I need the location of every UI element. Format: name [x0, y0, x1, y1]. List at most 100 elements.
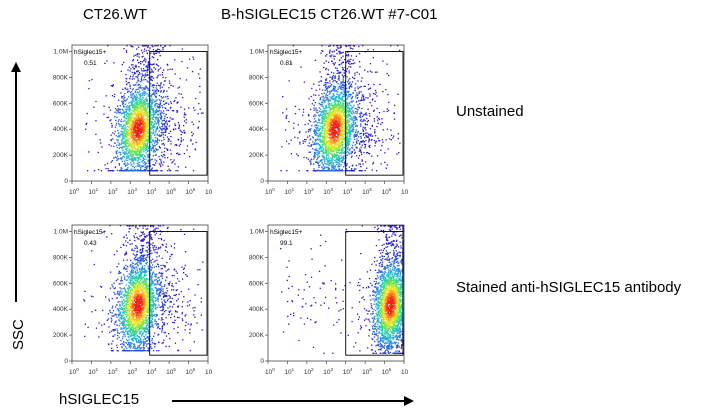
event-point	[133, 68, 135, 70]
event-point	[114, 111, 116, 113]
event-point	[119, 134, 122, 136]
event-point	[139, 60, 142, 63]
event-point	[155, 95, 157, 97]
event-point	[328, 106, 330, 108]
event-point	[389, 138, 391, 140]
event-point	[156, 64, 159, 66]
event-point	[377, 122, 379, 125]
event-point	[129, 109, 131, 111]
event-point	[161, 170, 163, 172]
event-point	[354, 131, 357, 134]
event-point	[131, 143, 133, 145]
event-point	[333, 55, 335, 57]
event-point	[138, 125, 141, 127]
event-point	[366, 151, 369, 154]
event-point	[132, 149, 134, 152]
event-point	[314, 101, 317, 104]
event-point	[334, 100, 337, 102]
event-point	[352, 62, 354, 65]
event-point	[355, 96, 357, 98]
event-point	[123, 120, 125, 123]
event-point	[166, 90, 168, 92]
event-point	[126, 51, 128, 53]
event-point	[380, 149, 382, 151]
event-point	[138, 150, 141, 152]
event-point	[331, 165, 333, 167]
event-point	[158, 110, 160, 113]
event-point	[132, 169, 134, 172]
event-point	[146, 114, 149, 116]
event-point	[144, 104, 146, 106]
event-point	[136, 113, 138, 115]
event-point	[139, 100, 142, 102]
event-point	[136, 132, 138, 134]
event-point	[147, 105, 149, 108]
event-point	[361, 115, 364, 118]
event-point	[320, 146, 322, 149]
event-point	[326, 160, 328, 162]
event-point	[136, 112, 139, 114]
event-point	[122, 143, 124, 145]
event-point	[143, 158, 146, 160]
event-point	[332, 162, 334, 164]
event-point	[137, 46, 140, 48]
event-point	[131, 97, 133, 100]
event-point	[340, 116, 342, 118]
event-point	[323, 84, 325, 86]
event-point	[315, 149, 317, 152]
event-point	[322, 136, 324, 138]
event-point	[348, 87, 351, 90]
event-point	[341, 159, 343, 162]
event-point	[104, 62, 106, 65]
event-point	[346, 116, 348, 118]
event-point	[132, 137, 135, 139]
event-point	[313, 99, 315, 102]
event-point	[138, 136, 141, 139]
event-point	[362, 45, 364, 47]
event-point	[354, 121, 357, 124]
event-point	[342, 121, 344, 124]
event-point	[135, 147, 137, 150]
event-point	[350, 94, 352, 96]
event-point	[360, 137, 362, 139]
event-point	[313, 107, 315, 109]
event-point	[144, 147, 146, 149]
event-point	[348, 66, 350, 68]
event-point	[326, 140, 328, 142]
event-point	[318, 152, 321, 155]
event-point	[180, 133, 182, 136]
event-point	[342, 99, 344, 102]
event-point	[330, 71, 333, 74]
event-point	[349, 111, 352, 113]
event-point	[153, 170, 155, 172]
event-point	[340, 157, 342, 159]
event-point	[145, 132, 148, 135]
x-tick-label: 101	[88, 187, 98, 196]
event-point	[134, 145, 136, 147]
event-point	[152, 56, 155, 59]
event-point	[316, 152, 318, 154]
event-point	[133, 118, 135, 121]
event-point	[321, 167, 323, 169]
event-point	[183, 112, 186, 114]
event-point	[332, 112, 334, 114]
event-point	[122, 136, 124, 138]
event-point	[138, 94, 140, 96]
x-tick-label: 103	[127, 187, 137, 196]
event-point	[328, 141, 331, 143]
event-point	[342, 80, 344, 82]
event-point	[124, 130, 126, 132]
event-point	[337, 103, 339, 105]
event-point	[327, 73, 330, 75]
event-point	[183, 120, 186, 122]
event-point	[166, 128, 168, 130]
event-point	[129, 150, 131, 153]
event-point	[327, 145, 329, 148]
event-point	[147, 107, 149, 109]
event-point	[348, 130, 350, 132]
event-point	[347, 55, 350, 57]
event-point	[368, 153, 371, 155]
x-tick-label: 104	[343, 187, 353, 196]
event-point	[126, 164, 128, 166]
event-point	[344, 108, 346, 110]
